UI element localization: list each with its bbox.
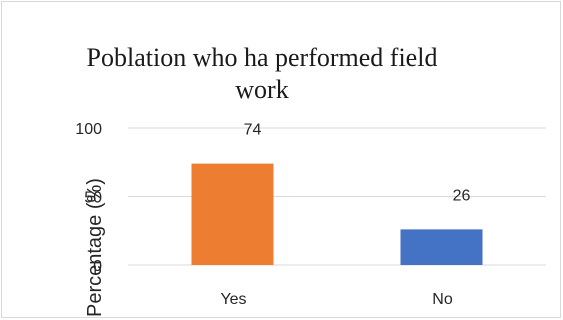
y-tick-label: 0 [93, 258, 102, 275]
x-category-label-yes: Yes [220, 291, 246, 308]
x-category-label-no: No [432, 291, 453, 308]
y-axis-title: Percentage (%) [84, 178, 106, 317]
y-tick-label: 100 [75, 121, 102, 138]
data-labels: 74 26 [244, 122, 471, 205]
data-label-no: 26 [453, 187, 471, 204]
bar-yes [191, 163, 274, 265]
y-tick-label: 50 [84, 190, 102, 207]
bar-no [400, 229, 483, 265]
gridlines [128, 127, 546, 266]
x-axis-categories: Yes No [220, 291, 452, 308]
data-label-yes: 74 [244, 122, 262, 139]
bars [191, 163, 483, 265]
chart-title: Poblation who ha performed field work [86, 43, 438, 104]
y-axis-ticks: 0 50 100 [75, 121, 102, 275]
